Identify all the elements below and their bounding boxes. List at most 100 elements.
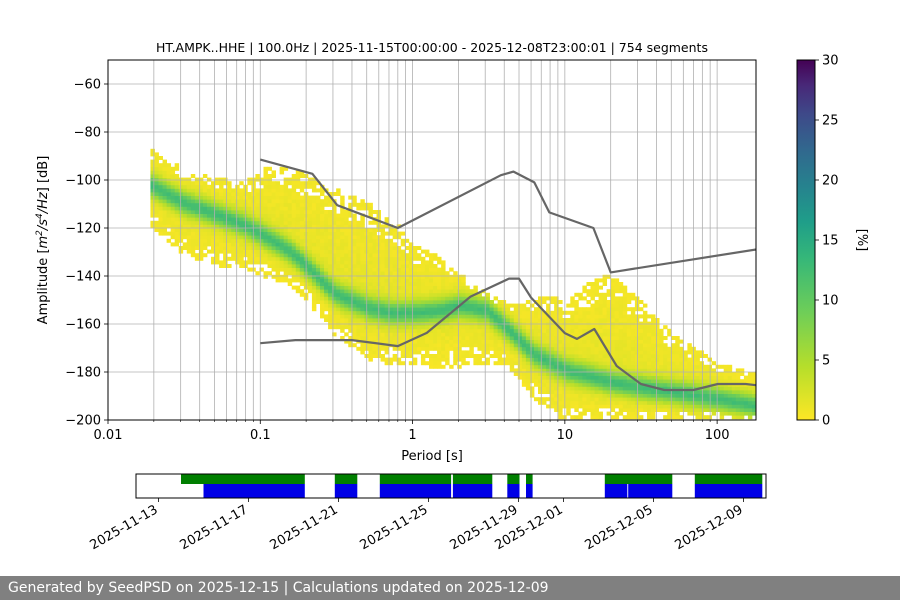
heatmap-cell: [667, 393, 672, 398]
heatmap-cell: [485, 346, 490, 351]
heatmap-cell: [267, 213, 272, 218]
heatmap-cell: [429, 336, 434, 340]
heatmap-cell: [618, 285, 624, 290]
heatmap-cell: [542, 346, 547, 351]
heatmap-cell: [239, 213, 244, 218]
heatmap-cell: [614, 346, 620, 351]
heatmap-cell: [320, 264, 325, 268]
heatmap-cell: [469, 332, 474, 337]
heatmap-cell: [332, 271, 337, 276]
heatmap-cell: [562, 368, 567, 373]
heatmap-cell: [667, 404, 672, 409]
heatmap-cell: [574, 300, 579, 304]
heatmap-cell: [647, 368, 652, 373]
heatmap-cell: [206, 231, 212, 236]
heatmap-cell: [408, 264, 414, 268]
heatmap-cell: [384, 289, 390, 294]
heatmap-cell: [554, 408, 559, 412]
heatmap-cell: [400, 231, 406, 236]
heatmap-cell: [525, 307, 531, 312]
heatmap-cell: [239, 238, 244, 243]
heatmap-cell: [360, 228, 365, 232]
heatmap-cell: [533, 336, 539, 340]
heatmap-cell: [598, 310, 603, 315]
heatmap-cell: [315, 260, 321, 265]
heatmap-cell: [538, 310, 543, 315]
heatmap-cell: [408, 325, 414, 330]
heatmap-cell: [566, 325, 571, 330]
heatmap-cell: [461, 307, 466, 312]
heatmap-cell: [263, 224, 268, 229]
heatmap-cell: [416, 310, 422, 315]
heatmap-cell: [368, 354, 373, 358]
heatmap-cell: [626, 332, 632, 337]
heatmap-cell: [566, 343, 571, 348]
heatmap-cell: [546, 354, 551, 358]
heatmap-cell: [485, 339, 490, 344]
heatmap-cell: [299, 238, 305, 243]
heatmap-cell: [307, 267, 313, 272]
heatmap-cell: [477, 328, 482, 333]
heatmap-cell: [235, 242, 240, 247]
heatmap-cell: [336, 296, 341, 301]
heatmap-cell: [562, 357, 567, 362]
heatmap-cell: [332, 332, 337, 337]
heatmap-cell: [384, 285, 390, 290]
heatmap-cell: [614, 314, 620, 319]
heatmap-cell: [590, 332, 595, 337]
heatmap-cell: [271, 202, 276, 207]
heatmap-cell: [429, 303, 434, 308]
heatmap-cell: [445, 307, 450, 312]
heatmap-cell: [412, 282, 418, 286]
heatmap-cell: [723, 404, 729, 409]
heatmap-cell: [558, 364, 563, 369]
heatmap-cell: [647, 415, 652, 420]
heatmap-cell: [429, 278, 434, 283]
heatmap-cell: [194, 256, 200, 261]
heatmap-cell: [481, 339, 486, 344]
heatmap-cell: [687, 393, 692, 398]
heatmap-cell: [429, 364, 434, 369]
heatmap-cell: [400, 343, 406, 348]
heatmap-cell: [679, 415, 684, 420]
heatmap-cell: [533, 318, 539, 322]
heatmap-cell: [457, 296, 462, 301]
heatmap-cell: [642, 343, 648, 348]
heatmap-cell: [388, 282, 394, 286]
heatmap-cell: [202, 220, 208, 225]
heatmap-cell: [388, 314, 394, 319]
availability-segment: [507, 474, 520, 484]
heatmap-cell: [344, 292, 349, 297]
heatmap-cell: [429, 307, 434, 312]
heatmap-cell: [307, 181, 313, 186]
heatmap-cell: [328, 228, 333, 232]
heatmap-cell: [461, 278, 466, 283]
heatmap-cell: [190, 231, 196, 236]
heatmap-cell: [606, 274, 612, 279]
heatmap-cell: [372, 350, 377, 355]
heatmap-cell: [263, 271, 268, 276]
heatmap-cell: [610, 379, 616, 384]
heatmap-cell: [711, 375, 717, 380]
heatmap-cell: [509, 346, 515, 351]
heatmap-cell: [231, 256, 236, 261]
heatmap-cell: [340, 285, 345, 290]
heatmap-cell: [590, 372, 595, 376]
heatmap-cell: [408, 339, 414, 344]
heatmap-cell: [279, 242, 285, 247]
heatmap-cell: [255, 253, 260, 258]
heatmap-cell: [324, 249, 329, 254]
heatmap-cell: [396, 249, 402, 254]
heatmap-cell: [291, 184, 297, 189]
heatmap-cell: [190, 253, 196, 258]
heatmap-cell: [602, 325, 608, 330]
heatmap-cell: [239, 199, 244, 204]
heatmap-cell: [194, 246, 200, 250]
heatmap-cell: [570, 390, 575, 394]
heatmap-cell: [747, 375, 753, 380]
heatmap-cell: [614, 375, 620, 380]
heatmap-cell: [485, 336, 490, 340]
heatmap-cell: [719, 375, 725, 380]
heatmap-cell: [344, 224, 349, 229]
heatmap-cell: [360, 249, 365, 254]
